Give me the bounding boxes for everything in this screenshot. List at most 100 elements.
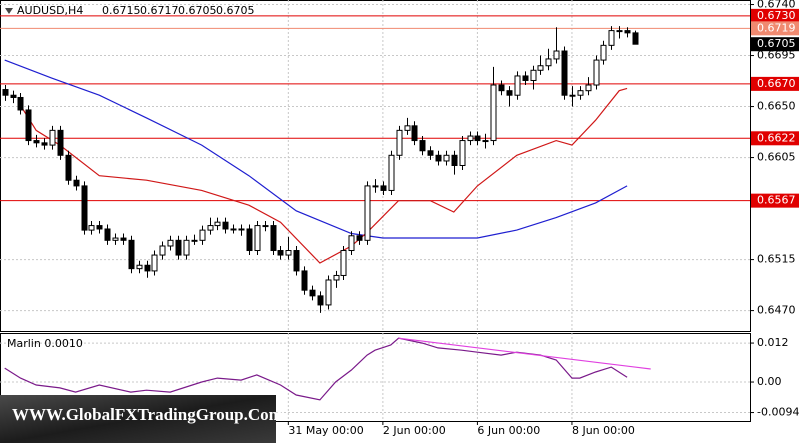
candle-body — [199, 229, 206, 241]
candle-body — [49, 129, 56, 146]
x-tick-label: 31 May 00:00 — [288, 424, 363, 437]
level-label-box — [751, 8, 799, 23]
candle-body — [183, 239, 190, 256]
candle-body — [81, 185, 88, 231]
candle-body — [309, 289, 316, 297]
candle-body — [514, 75, 521, 96]
plot-layer: 0.6740 0.6695 0.6650 0.6605 0.6515 0.6470 31 M… — [0, 0, 799, 437]
candle-body — [191, 239, 198, 242]
current-price-label: 0.6705 — [757, 37, 796, 50]
candle-body — [301, 270, 308, 291]
candle-body — [104, 228, 111, 241]
candle-body — [451, 154, 458, 166]
candle-body — [222, 221, 229, 230]
candle-body — [372, 185, 379, 188]
symbol-icon — [5, 8, 13, 14]
y-tick-label: 0.6740 — [757, 0, 796, 11]
candle-body — [246, 228, 253, 252]
candle-body — [624, 30, 631, 34]
candle-body — [561, 50, 568, 96]
candle-body — [262, 225, 269, 228]
candle-body — [482, 140, 489, 143]
candle-body — [608, 30, 615, 46]
candle-body — [404, 125, 411, 131]
candle-body — [214, 221, 221, 227]
candle-body — [569, 94, 576, 97]
candle-body — [238, 228, 245, 231]
candle-body — [577, 90, 584, 96]
candle-body — [151, 254, 158, 272]
candle-body — [73, 179, 80, 187]
level-label: 0.6730 — [757, 9, 796, 22]
current-price-box — [751, 37, 799, 52]
candle-body — [411, 125, 418, 142]
candle-body — [230, 228, 237, 231]
high-price: 0.6717 — [140, 4, 179, 17]
candle-body — [498, 84, 505, 92]
candle-body — [270, 225, 277, 252]
candle-body — [506, 90, 513, 96]
candle-body — [632, 32, 639, 45]
candle-body — [41, 142, 48, 146]
candle-body — [530, 69, 537, 81]
level-label-box — [751, 21, 799, 36]
candle-body — [522, 75, 529, 81]
candle-body — [65, 154, 72, 181]
candle-body — [474, 135, 481, 142]
candle-body — [112, 237, 119, 241]
candle-body — [600, 44, 607, 61]
level-label-box — [751, 131, 799, 146]
x-tick-label: 8 Jun 00:00 — [572, 424, 635, 437]
candle-body — [88, 225, 95, 231]
y-tick-label: 0.6515 — [757, 253, 796, 266]
candle-body — [2, 89, 9, 96]
candle-body — [128, 239, 135, 270]
candle-body — [167, 239, 174, 247]
candle-body — [254, 225, 261, 252]
candle-body — [553, 50, 560, 60]
candle-body — [419, 140, 426, 152]
candle-body — [10, 94, 17, 98]
y-tick-label: 0.012 — [757, 336, 789, 349]
candle-body — [207, 225, 214, 231]
candle-body — [57, 129, 64, 156]
candle-body — [388, 154, 395, 191]
x-tick-label: 6 Jun 00:00 — [477, 424, 540, 437]
open-price: 0.6715 — [102, 4, 141, 17]
trendline — [398, 337, 651, 370]
y-tick-label: -0.0094 — [757, 406, 799, 419]
candle-body — [285, 250, 292, 256]
close-price: 0.6705 — [216, 4, 255, 17]
indicator-title: Marlin 0.0010 — [7, 337, 83, 350]
price-panel — [0, 0, 751, 332]
watermark-box — [0, 395, 276, 443]
y-tick-label: 0.6605 — [757, 151, 796, 164]
level-label-box — [751, 76, 799, 91]
moving-average — [4, 59, 628, 239]
candle-body — [96, 225, 103, 230]
candle-body — [616, 30, 623, 33]
candle-body — [136, 264, 143, 270]
level-label-box — [751, 193, 799, 208]
level-label: 0.6670 — [757, 77, 796, 90]
symbol: AUDUSD,H4 — [17, 4, 83, 17]
y-tick-label: 0.00 — [757, 375, 782, 388]
level-label: 0.6622 — [757, 131, 796, 144]
candle-body — [25, 109, 32, 142]
candle-body — [348, 235, 355, 252]
candle-body — [144, 264, 151, 272]
candle-body — [159, 245, 166, 256]
candle-body — [585, 84, 592, 92]
candle-body — [427, 150, 434, 156]
y-tick-label: 0.6695 — [757, 49, 796, 62]
candle-body — [175, 239, 182, 256]
candle-body — [545, 58, 552, 67]
candle-body — [340, 250, 347, 276]
candle-body — [120, 237, 127, 241]
x-tick-label: 2 Jun 00:00 — [383, 424, 446, 437]
candle-body — [356, 235, 363, 241]
candle-body — [593, 59, 600, 86]
candle-body — [293, 250, 300, 272]
candle-body — [537, 65, 544, 71]
